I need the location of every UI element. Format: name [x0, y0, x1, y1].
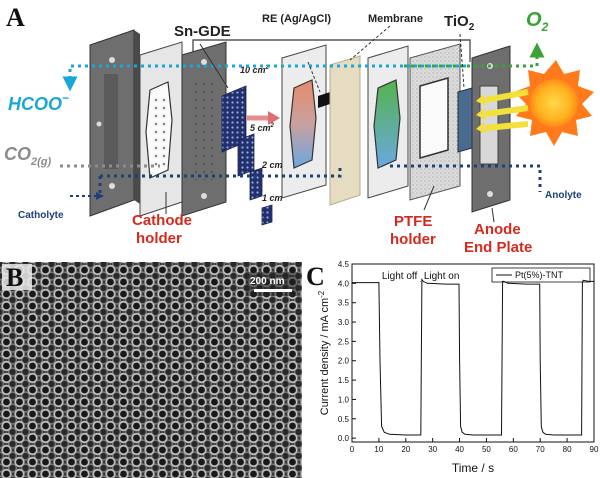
y-tick-label: 2.5	[338, 337, 350, 346]
label-anode-plate-line1: Anode	[474, 221, 521, 238]
x-tick-label: 90	[590, 445, 599, 454]
label-tio2: TiO2	[444, 13, 475, 33]
label-ptfe-holder-line1: PTFE	[394, 213, 432, 230]
x-tick-label: 50	[482, 445, 491, 454]
annotation-light-off: Light off	[382, 271, 418, 282]
pointer-membrane	[349, 25, 391, 61]
light-rays	[476, 89, 529, 134]
tio2-photoanode	[457, 87, 473, 153]
label-anode-plate-line2: End Plate	[464, 239, 532, 256]
ptfe-holder-plate	[409, 43, 461, 201]
y-tick-label: 3.5	[338, 299, 350, 308]
pointer-anode-plate	[491, 207, 495, 223]
y-tick-label: 0.0	[338, 434, 350, 443]
y-tick-label: 4.5	[338, 260, 350, 269]
y-tick-label: 1.0	[338, 395, 350, 404]
scale-bar	[254, 289, 292, 292]
gde-electrodes: 10 cm2 5 cm2 2 cm2 1 cm2	[221, 65, 287, 226]
anode-flow-plate	[367, 45, 409, 199]
label-area-10: 10 cm2	[240, 65, 270, 75]
cathode-holder-plate	[139, 41, 183, 217]
reference-electrode-port	[318, 92, 330, 108]
cathode-end-plate	[89, 29, 140, 217]
y-tick-label: 0.5	[338, 415, 350, 424]
label-o2: O2	[526, 9, 549, 34]
label-anolyte: Anolyte	[545, 190, 582, 201]
pointer-sn-gde	[199, 43, 229, 89]
sem-nanotube-pores-offset	[0, 262, 302, 478]
panel-c: C 0 10 20 30 40 50 60 70 80 90 0.0 0.5 1.0 1.5 2.0 2.5 3…	[306, 260, 599, 475]
membrane-sheet	[329, 55, 361, 206]
y-axis-label: Current density / mA cm-2	[317, 290, 331, 415]
label-cathode-holder-line2: holder	[136, 230, 182, 247]
x-axis-label: Time / s	[452, 461, 494, 475]
x-tick-label: 70	[536, 445, 545, 454]
label-sn-gde: Sn-GDE	[174, 23, 231, 40]
panel-b-letter-bg	[2, 264, 32, 290]
y-tick-label: 2.0	[338, 357, 350, 366]
scale-bar-label: 200 nm	[250, 276, 285, 287]
hcoo-flow-line	[62, 64, 466, 92]
sn-gde-frame	[181, 41, 227, 217]
label-reference-electrode: RE (Ag/AgCl)	[262, 13, 331, 25]
legend-box	[491, 267, 591, 283]
pointer-ptfe-holder	[423, 185, 435, 211]
label-area-5: 5 cm2	[250, 123, 275, 133]
y-tick-label: 1.5	[338, 376, 350, 385]
o2-flow-line	[404, 42, 545, 68]
label-ptfe-holder-line2: holder	[390, 231, 436, 248]
panel-a: A	[4, 3, 594, 256]
anolyte-flow-line	[390, 164, 542, 192]
current-density-chart: 0 10 20 30 40 50 60 70 80 90 0.0 0.5 1.0 1.5 2.0 2.5 3.0…	[317, 260, 599, 475]
gde-2cm2	[249, 167, 263, 201]
y-tick-label: 4.0	[338, 279, 350, 288]
series-line	[352, 277, 594, 436]
chart-frame	[351, 263, 595, 443]
panel-c-letter: C	[306, 262, 325, 291]
label-membrane: Membrane	[368, 13, 423, 25]
x-tick-label: 10	[374, 445, 383, 454]
insert-arrow-head	[268, 111, 280, 125]
gde-1cm2	[261, 204, 273, 226]
annotation-light-on: Light on	[424, 271, 460, 282]
label-hcoo: HCOO−	[8, 91, 69, 114]
x-tick-label: 40	[455, 445, 464, 454]
sun-icon	[514, 60, 594, 146]
x-tick-label: 20	[401, 445, 410, 454]
flow-channel-plate	[281, 44, 330, 199]
panel-b-letter: B	[6, 263, 23, 292]
x-tick-label: 0	[350, 445, 355, 454]
sem-shade	[0, 262, 302, 478]
legend-label: Pt(5%)-TNT	[515, 270, 563, 280]
pointer-re	[307, 61, 321, 93]
x-tick-label: 80	[563, 445, 572, 454]
panel-a-letter: A	[6, 3, 25, 32]
label-co2: CO2(g)	[4, 144, 52, 168]
label-cathode-holder-line1: Cathode	[132, 212, 192, 229]
pointer-tio2	[459, 33, 465, 89]
x-tick-label: 30	[428, 445, 437, 454]
x-tick-label: 60	[509, 445, 518, 454]
y-tick-label: 3.0	[338, 318, 350, 327]
label-catholyte: Catholyte	[18, 210, 64, 221]
panel-b: B 200 nm	[0, 262, 302, 478]
gde-5cm2	[237, 133, 255, 177]
